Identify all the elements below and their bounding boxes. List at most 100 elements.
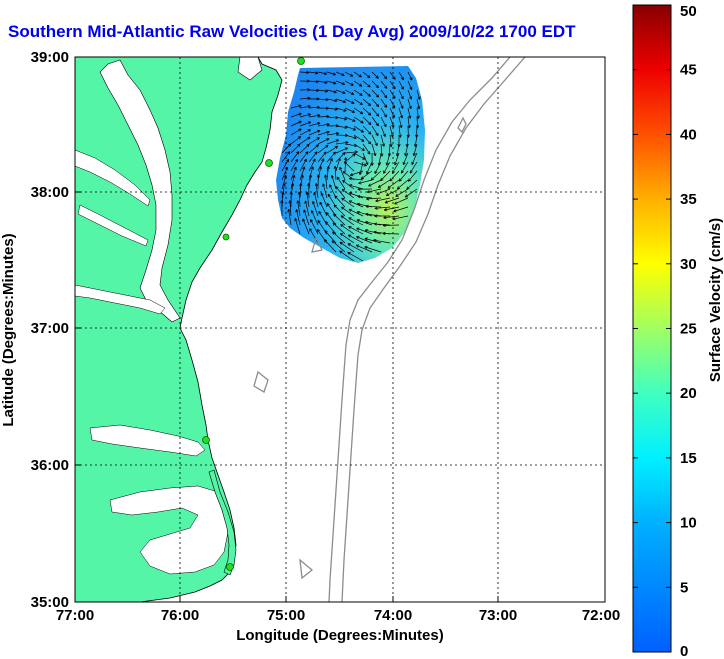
velocity-arrow bbox=[373, 238, 391, 244]
colorbar bbox=[632, 4, 672, 653]
velocity-arrow bbox=[362, 152, 369, 166]
velocity-arrow bbox=[371, 116, 379, 127]
velocity-arrow bbox=[343, 161, 355, 172]
x-tick-label: 77:00 bbox=[56, 607, 94, 624]
velocity-arrow bbox=[302, 218, 310, 235]
velocity-arrow bbox=[317, 89, 329, 93]
colorbar-tick-label: 40 bbox=[680, 126, 697, 143]
velocity-arrow bbox=[303, 209, 310, 226]
x-tick-label: 72:00 bbox=[582, 607, 620, 624]
velocity-arrow bbox=[344, 125, 357, 131]
velocity-arrow bbox=[316, 174, 320, 190]
delaware-bay bbox=[237, 57, 263, 81]
colorbar-tick-label: 15 bbox=[680, 450, 697, 467]
velocity-arrow bbox=[344, 150, 358, 154]
velocity-arrow bbox=[335, 98, 347, 103]
velocity-arrow bbox=[308, 113, 321, 118]
velocity-arrow bbox=[416, 107, 420, 119]
velocity-arrow bbox=[288, 200, 292, 217]
velocity-arrow bbox=[357, 194, 373, 199]
velocity-arrow bbox=[389, 170, 400, 182]
velocity-arrow bbox=[299, 105, 311, 109]
velocity-arrow bbox=[349, 170, 364, 177]
plot-frame bbox=[74, 56, 606, 603]
velocity-arrow bbox=[348, 217, 364, 226]
velocity-arrow bbox=[376, 188, 391, 195]
radar-station-dot bbox=[226, 563, 234, 571]
velocity-arrow bbox=[362, 134, 372, 145]
y-tick-label: 38:00 bbox=[31, 184, 69, 201]
velocity-arrow bbox=[348, 225, 364, 235]
velocity-arrow bbox=[317, 71, 328, 76]
velocity-arrow bbox=[353, 80, 363, 87]
velocity-arrow bbox=[348, 192, 364, 199]
velocity-arrow bbox=[314, 183, 319, 199]
velocity-arrow bbox=[380, 134, 385, 147]
velocity-arrow bbox=[353, 89, 363, 96]
velocity-arrow bbox=[317, 80, 328, 84]
velocity-arrow bbox=[280, 200, 284, 217]
velocity-arrow bbox=[380, 116, 387, 128]
velocity-arrow bbox=[371, 98, 380, 108]
velocity-arrow bbox=[344, 71, 354, 77]
grid-lines bbox=[75, 57, 605, 602]
velocity-arrow bbox=[384, 197, 400, 204]
x-tick-label: 75:00 bbox=[267, 607, 305, 624]
bathymetry-contours bbox=[253, 57, 526, 602]
velocity-arrow bbox=[362, 143, 371, 155]
velocity-arrow bbox=[342, 180, 355, 190]
colorbar-tick-label: 25 bbox=[680, 321, 697, 338]
velocity-arrow bbox=[400, 161, 409, 174]
velocity-arrow bbox=[339, 250, 355, 262]
velocity-arrow bbox=[335, 71, 345, 77]
velocity-arrow bbox=[366, 197, 382, 201]
velocity-arrow bbox=[281, 183, 286, 199]
velocity-arrow bbox=[373, 222, 391, 226]
velocity-arrow bbox=[362, 116, 372, 126]
velocity-arrow bbox=[398, 98, 404, 109]
velocity-arrow bbox=[380, 107, 387, 118]
velocity-arrow bbox=[362, 89, 371, 97]
velocity-arrow bbox=[407, 170, 418, 182]
velocity-arrow bbox=[353, 143, 365, 151]
velocity-arrow bbox=[382, 223, 400, 228]
velocity-arrow bbox=[317, 144, 329, 154]
velocity-arrow bbox=[281, 151, 291, 163]
velocity-arrow bbox=[317, 138, 330, 145]
velocity-arrow bbox=[308, 129, 321, 136]
velocity-arrow bbox=[371, 89, 380, 98]
velocity-arrow bbox=[290, 104, 302, 109]
velocity-arrow bbox=[380, 71, 388, 80]
velocity-arrow bbox=[383, 161, 391, 174]
x-tick-label: 76:00 bbox=[161, 607, 199, 624]
velocity-arrow bbox=[290, 136, 302, 145]
velocity-arrow bbox=[299, 143, 310, 154]
velocity-arrow bbox=[353, 71, 362, 78]
velocity-arrow bbox=[402, 152, 409, 166]
velocity-arrow bbox=[344, 98, 355, 104]
velocity-arrow bbox=[308, 137, 320, 145]
velocity-arrow bbox=[380, 89, 388, 99]
velocity-arrow bbox=[409, 161, 418, 174]
velocity-arrow bbox=[355, 244, 373, 253]
velocity-arrow bbox=[299, 121, 312, 127]
velocity-arrow bbox=[339, 241, 355, 253]
velocity-arrow bbox=[374, 206, 391, 210]
velocity-arrow bbox=[366, 188, 382, 194]
velocity-arrow bbox=[362, 71, 371, 79]
colorbar-ticks: 0 5 10 15 20 25 30 35 40 45 50 bbox=[633, 3, 697, 659]
velocity-arrow bbox=[394, 197, 409, 205]
velocity-arrow bbox=[339, 166, 346, 181]
colorbar-tick-label: 35 bbox=[680, 191, 697, 208]
y-tick-label: 37:00 bbox=[31, 320, 69, 337]
velocity-arrow bbox=[394, 152, 400, 166]
velocity-arrow bbox=[377, 179, 391, 188]
velocity-arrow bbox=[336, 176, 346, 190]
velocity-arrow bbox=[308, 174, 313, 190]
velocity-arrow bbox=[290, 166, 297, 181]
radar-station-dot bbox=[202, 436, 210, 444]
velocity-arrow bbox=[353, 116, 364, 124]
y-tick-label: 35:00 bbox=[31, 594, 69, 611]
radar-stations bbox=[202, 57, 305, 571]
